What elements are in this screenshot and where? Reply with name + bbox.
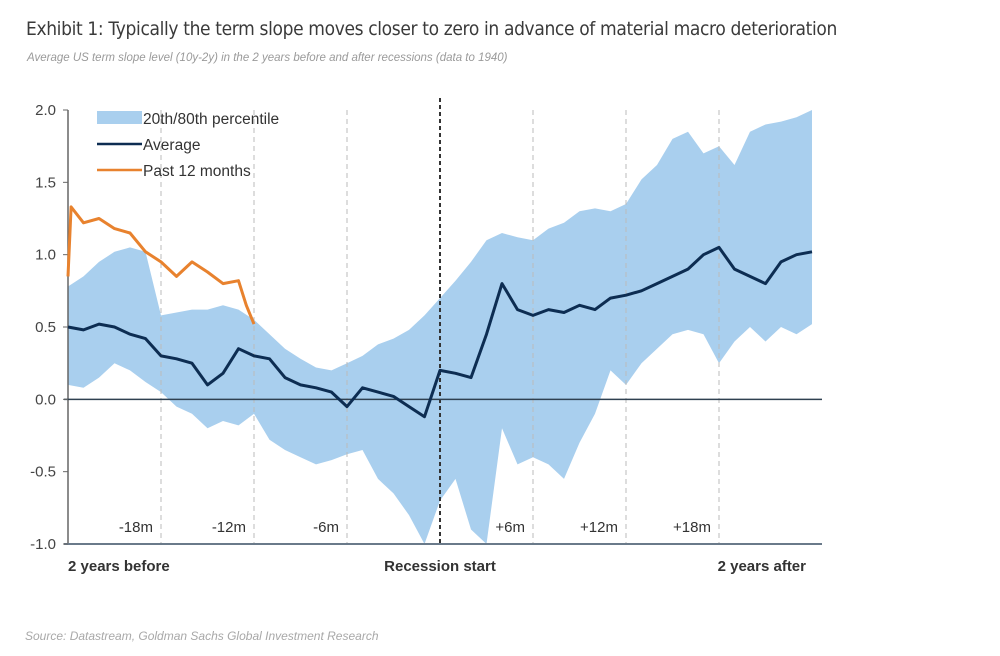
legend: 20th/80th percentile Average Past 12 mon…: [97, 111, 279, 180]
y-tick-label: 0.0: [35, 391, 56, 408]
y-tick-label: 1.5: [35, 174, 56, 191]
legend-label-average: Average: [143, 137, 200, 154]
legend-label-band: 20th/80th percentile: [143, 111, 279, 128]
legend-label-past: Past 12 months: [143, 163, 251, 180]
month-marker-label: +6m: [495, 519, 525, 536]
axis-labels: -18m -12m -6m +6m +12m +18m 2.0 1.5 1.0 0.5 0.0 -0.…: [30, 102, 806, 575]
y-tick-label: -1.0: [30, 536, 56, 553]
series-lines: [66, 205, 813, 419]
chart: -18m -12m -6m +6m +12m +18m 2.0 1.5 1.0 0.5 0.0 -0.…: [30, 98, 822, 575]
x-category-label: 2 years after: [718, 558, 807, 575]
y-tick-label: 0.5: [35, 319, 56, 336]
month-marker-label: -18m: [119, 519, 153, 536]
x-category-label: Recession start: [384, 558, 496, 575]
legend-swatch-band: [97, 111, 142, 124]
y-tick-label: 2.0: [35, 102, 56, 119]
y-tick-label: -0.5: [30, 464, 56, 481]
x-category-label: 2 years before: [68, 558, 170, 575]
month-marker-label: -6m: [313, 519, 339, 536]
month-marker-label: -12m: [212, 519, 246, 536]
month-gridlines: [160, 98, 720, 544]
chart-title: Exhibit 1: Typically the term slope move…: [26, 18, 837, 40]
source-note: Source: Datastream, Goldman Sachs Global…: [25, 629, 379, 643]
y-tick-label: 1.0: [35, 247, 56, 264]
month-marker-label: +18m: [673, 519, 711, 536]
month-marker-label: +12m: [580, 519, 618, 536]
chart-subtitle: Average US term slope level (10y-2y) in …: [27, 52, 508, 64]
